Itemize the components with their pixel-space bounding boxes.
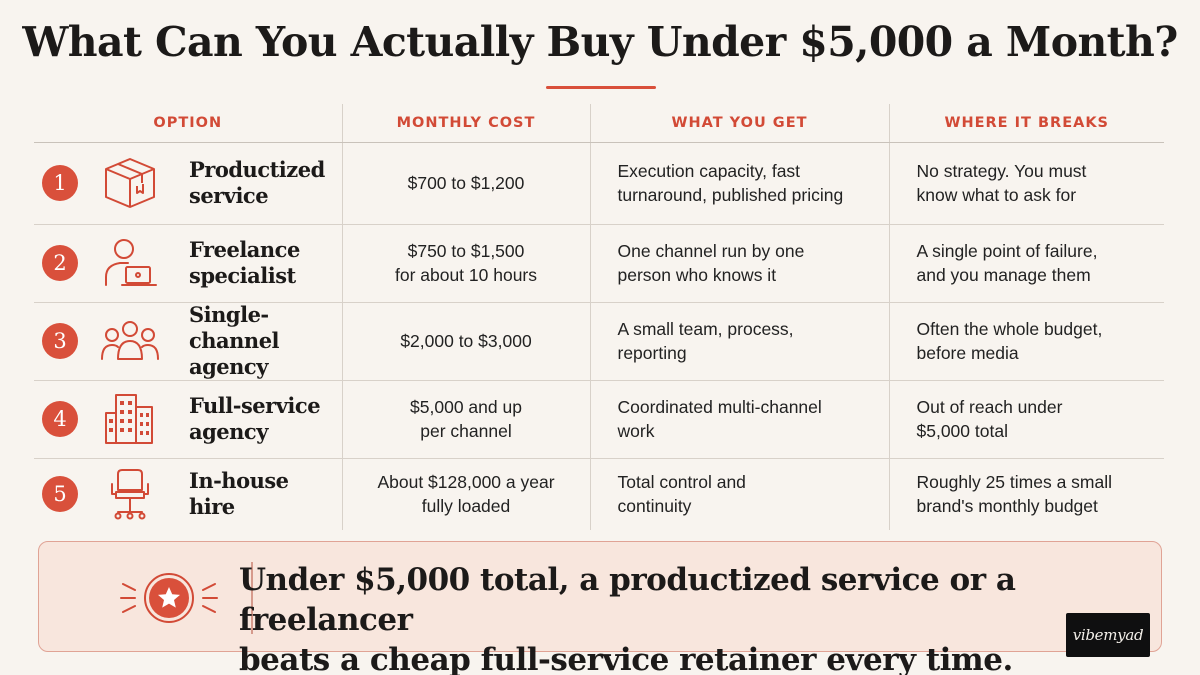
number-badge: 4	[42, 401, 78, 437]
get-cell: Coordinated multi-channel work	[589, 380, 889, 459]
callout-text: Under $5,000 total, a productized servic…	[239, 560, 1109, 675]
title-underline	[546, 86, 656, 89]
office-chair-icon	[111, 469, 149, 520]
callout-divider	[251, 562, 253, 634]
cost-cell: About $128,000 a year fully loaded	[341, 458, 590, 530]
get-cell: Total control and continuity	[589, 458, 889, 530]
header-get: WHAT YOU GET	[589, 104, 889, 143]
breaks-cell: Roughly 25 times a small brand's monthly…	[888, 458, 1164, 530]
breaks-cell: No strategy. You must know what to ask f…	[888, 142, 1164, 225]
option-cell: 4 Fu	[34, 380, 342, 459]
option-name: Full-service agency	[189, 393, 321, 444]
header-breaks: WHERE IT BREAKS	[888, 104, 1164, 143]
table-row: 1 Productized service $700 to $1,200	[34, 142, 1164, 225]
person-laptop-icon	[105, 239, 157, 286]
table-row: 2 Freelance specialist $750 to $1,500 fo…	[34, 224, 1164, 303]
box-icon	[105, 158, 155, 208]
option-name: In-house hire	[189, 468, 289, 520]
buildings-icon	[105, 394, 153, 444]
page-title: What Can You Actually Buy Under $5,000 a…	[22, 18, 1178, 66]
option-cell: 1 Productized service	[34, 142, 342, 225]
number-badge: 5	[42, 476, 78, 513]
get-cell: Execution capacity, fast turnaround, pub…	[589, 142, 889, 225]
header-cost: MONTHLY COST	[341, 104, 590, 143]
option-cell: 3 Single-channel agency	[34, 302, 342, 381]
cost-cell: $5,000 and up per channel	[341, 380, 590, 459]
option-cell: 2 Freelance specialist	[34, 224, 342, 303]
table-header-row: OPTION MONTHLY COST WHAT YOU GET WHERE I…	[34, 104, 1164, 143]
callout-box: Under $5,000 total, a productized servic…	[38, 541, 1162, 675]
emphasis-underline: every time	[826, 642, 1003, 675]
star-badge-icon	[120, 573, 218, 623]
comparison-table: OPTION MONTHLY COST WHAT YOU GET WHERE I…	[34, 104, 1164, 530]
table-row: 5 In-house hire	[34, 458, 1164, 530]
number-badge: 1	[42, 165, 78, 201]
header-option: OPTION	[34, 104, 342, 143]
table-row: 4 Fu	[34, 380, 1164, 459]
breaks-cell: Often the whole budget, before media	[888, 302, 1164, 381]
option-name: Single-channel agency	[189, 302, 280, 379]
number-badge: 3	[42, 323, 78, 359]
number-badge: 2	[42, 245, 78, 281]
get-cell: A small team, process, reporting	[589, 302, 889, 381]
option-name: Freelance specialist	[189, 237, 300, 288]
table-row: 3 Single-channel agency $2,000 to $3,000	[34, 302, 1164, 381]
watermark-logo: vibemyad	[1066, 613, 1150, 657]
cost-cell: $750 to $1,500 for about 10 hours	[341, 224, 590, 303]
cost-cell: $2,000 to $3,000	[341, 302, 590, 381]
breaks-cell: A single point of failure, and you manag…	[888, 224, 1164, 303]
get-cell: One channel run by one person who knows …	[589, 224, 889, 303]
cost-cell: $700 to $1,200	[341, 142, 590, 225]
breaks-cell: Out of reach under $5,000 total	[888, 380, 1164, 459]
option-name: Productized service	[189, 157, 325, 208]
team-icon	[101, 321, 159, 360]
option-cell: 5 In-house hire	[34, 458, 342, 530]
